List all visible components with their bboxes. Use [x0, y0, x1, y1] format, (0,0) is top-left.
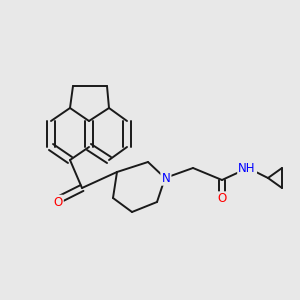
Text: O: O — [53, 196, 63, 209]
Text: N: N — [161, 172, 170, 184]
Text: NH: NH — [238, 161, 256, 175]
Text: O: O — [218, 193, 226, 206]
